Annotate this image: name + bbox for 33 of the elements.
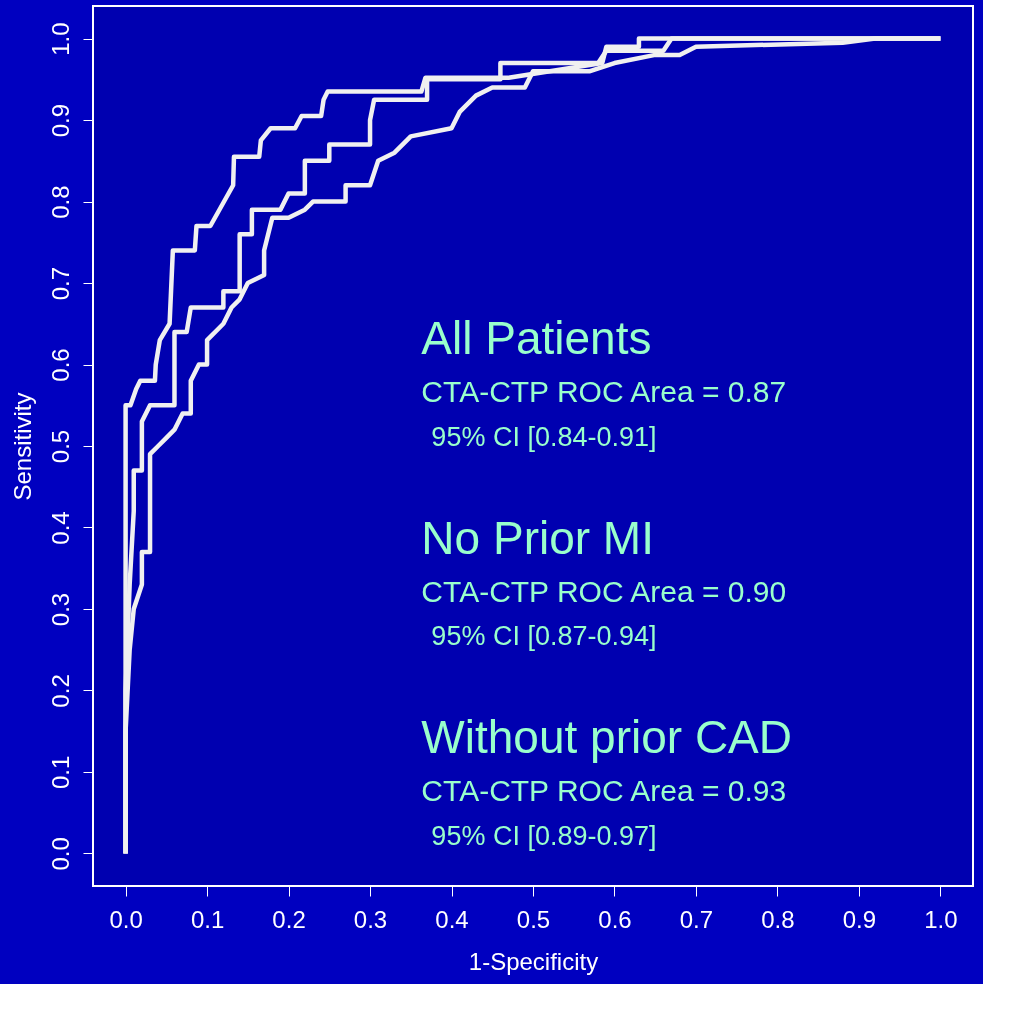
y-tick-label: 0.2 [46, 674, 74, 708]
x-tick-label: 0.4 [435, 905, 469, 933]
annotation: All Patients [421, 312, 652, 365]
y-tick-label: 0.8 [46, 185, 74, 219]
annotation: No Prior MI [421, 511, 654, 564]
annotation: 95% CI [0.84-0.91] [431, 421, 657, 452]
x-axis-title: 1-Specificity [468, 947, 599, 975]
x-tick-label: 0.8 [761, 905, 795, 933]
x-tick-label: 0.0 [109, 905, 143, 933]
x-tick-label: 0.1 [190, 905, 225, 933]
annotation: 95% CI [0.89-0.97] [431, 821, 657, 852]
y-axis-title: Sensitivity [8, 392, 36, 501]
x-tick-label: 0.2 [272, 905, 306, 933]
annotation: CTA-CTP ROC Area = 0.93 [421, 774, 787, 808]
y-tick-label: 0.9 [46, 103, 74, 138]
y-tick-label: 0.6 [46, 348, 74, 382]
y-tick-label: 0.0 [46, 837, 74, 871]
y-tick-label: 0.4 [46, 511, 74, 545]
annotation: 95% CI [0.87-0.94] [431, 621, 657, 652]
annotation: CTA-CTP ROC Area = 0.90 [421, 574, 787, 608]
annotation: Without prior CAD [421, 711, 793, 764]
x-tick-label: 0.3 [353, 905, 388, 933]
y-tick-label: 0.7 [46, 266, 74, 301]
y-tick-label: 0.3 [46, 592, 74, 627]
y-tick-label: 0.5 [46, 429, 74, 464]
x-tick-label: 1.0 [924, 905, 958, 933]
y-tick-label: 1.0 [46, 22, 74, 56]
x-tick-label: 0.7 [679, 905, 714, 933]
annotation: CTA-CTP ROC Area = 0.87 [421, 375, 787, 409]
y-tick-label: 0.1 [46, 755, 74, 790]
x-tick-label: 0.5 [516, 905, 551, 933]
x-tick-label: 0.6 [598, 905, 632, 933]
x-tick-label: 0.9 [842, 905, 877, 933]
